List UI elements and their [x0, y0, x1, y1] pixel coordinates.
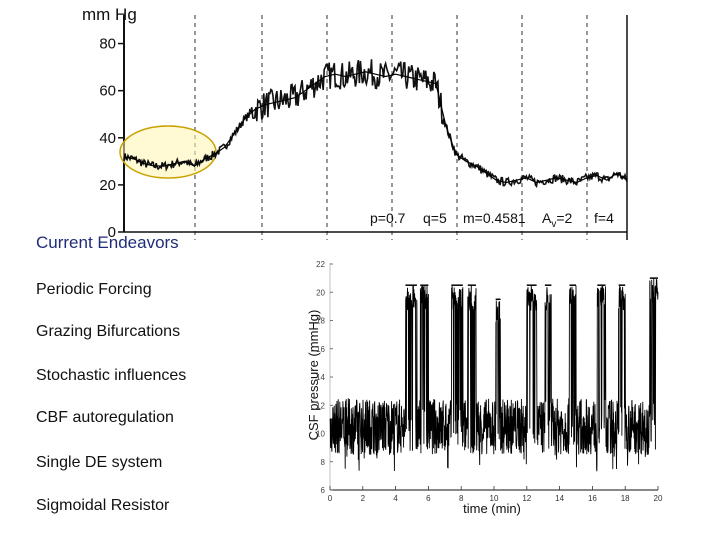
y-tick-label: 60 [99, 83, 116, 100]
x-tick-label: 14 [555, 494, 564, 503]
list-item: Sigmoidal Resistor [36, 497, 170, 514]
list-item: Periodic Forcing [36, 281, 152, 298]
y-tick-label: 20 [99, 177, 116, 194]
parameter-annotation: p=0.7 [370, 210, 406, 226]
blood-pressure-chart: mm Hg 0 20 40 60 80 p=0.7 q=5 m=0.4581 Av=2 f=4 [82, 5, 628, 241]
y-tick-label: 8 [321, 458, 326, 467]
baseline-highlight-ellipse [119, 125, 217, 179]
y-tick-label: 20 [316, 288, 325, 297]
y-tick-label: 14 [316, 373, 325, 382]
bottom-y-axis-label: CSF pressure (mmHg) [306, 310, 321, 441]
y-tick-label: 12 [316, 401, 325, 410]
x-tick-label: 4 [393, 494, 398, 503]
bottom-y-ticks: 6 8 10 12 14 16 18 20 22 [316, 260, 333, 495]
list-item: Grazing Bifurcations [36, 323, 181, 340]
top-parameter-annotations: p=0.7 q=5 m=0.4581 Av=2 f=4 [370, 210, 614, 230]
parameter-annotation: q=5 [423, 210, 447, 226]
csf-series-line [329, 278, 659, 472]
x-tick-label: 20 [654, 494, 663, 503]
top-y-ticks: 0 20 40 60 80 [99, 36, 124, 241]
x-tick-label: 12 [522, 494, 531, 503]
y-tick-label: 6 [321, 486, 326, 495]
top-series [123, 59, 628, 189]
y-tick-label: 18 [316, 317, 325, 326]
x-tick-label: 2 [361, 494, 366, 503]
x-tick-label: 10 [490, 494, 499, 503]
y-tick-label: 16 [316, 345, 325, 354]
parameter-annotation: Av=2 [542, 210, 573, 230]
x-tick-label: 0 [328, 494, 333, 503]
top-y-axis-unit: mm Hg [82, 5, 137, 24]
parameter-annotation: m=0.4581 [463, 210, 526, 226]
y-tick-label: 40 [99, 130, 116, 147]
x-tick-label: 8 [459, 494, 464, 503]
y-tick-label: 0 [108, 224, 116, 241]
csf-pressure-chart: 6 8 10 12 14 16 18 20 22 0 2 4 6 8 10 12 14 16 18 20 CSF p… [306, 260, 663, 516]
list-item: Stochastic influences [36, 367, 187, 384]
y-tick-label: 80 [99, 36, 116, 53]
list-item: Single DE system [36, 454, 163, 471]
parameter-annotation: f=4 [594, 210, 614, 226]
bottom-series [329, 277, 659, 472]
slide-title: Current Endeavors [36, 233, 179, 252]
y-tick-label: 22 [316, 260, 325, 269]
list-item: CBF autoregulation [36, 409, 174, 426]
y-tick-label: 10 [316, 430, 325, 439]
x-tick-label: 18 [621, 494, 630, 503]
bottom-x-axis-label: time (min) [463, 501, 521, 516]
series-trend [123, 71, 628, 184]
bottom-x-ticks: 0 2 4 6 8 10 12 14 16 18 20 [328, 486, 663, 503]
x-tick-label: 6 [426, 494, 431, 503]
top-vertical-gridlines [194, 15, 588, 240]
x-tick-label: 16 [588, 494, 597, 503]
